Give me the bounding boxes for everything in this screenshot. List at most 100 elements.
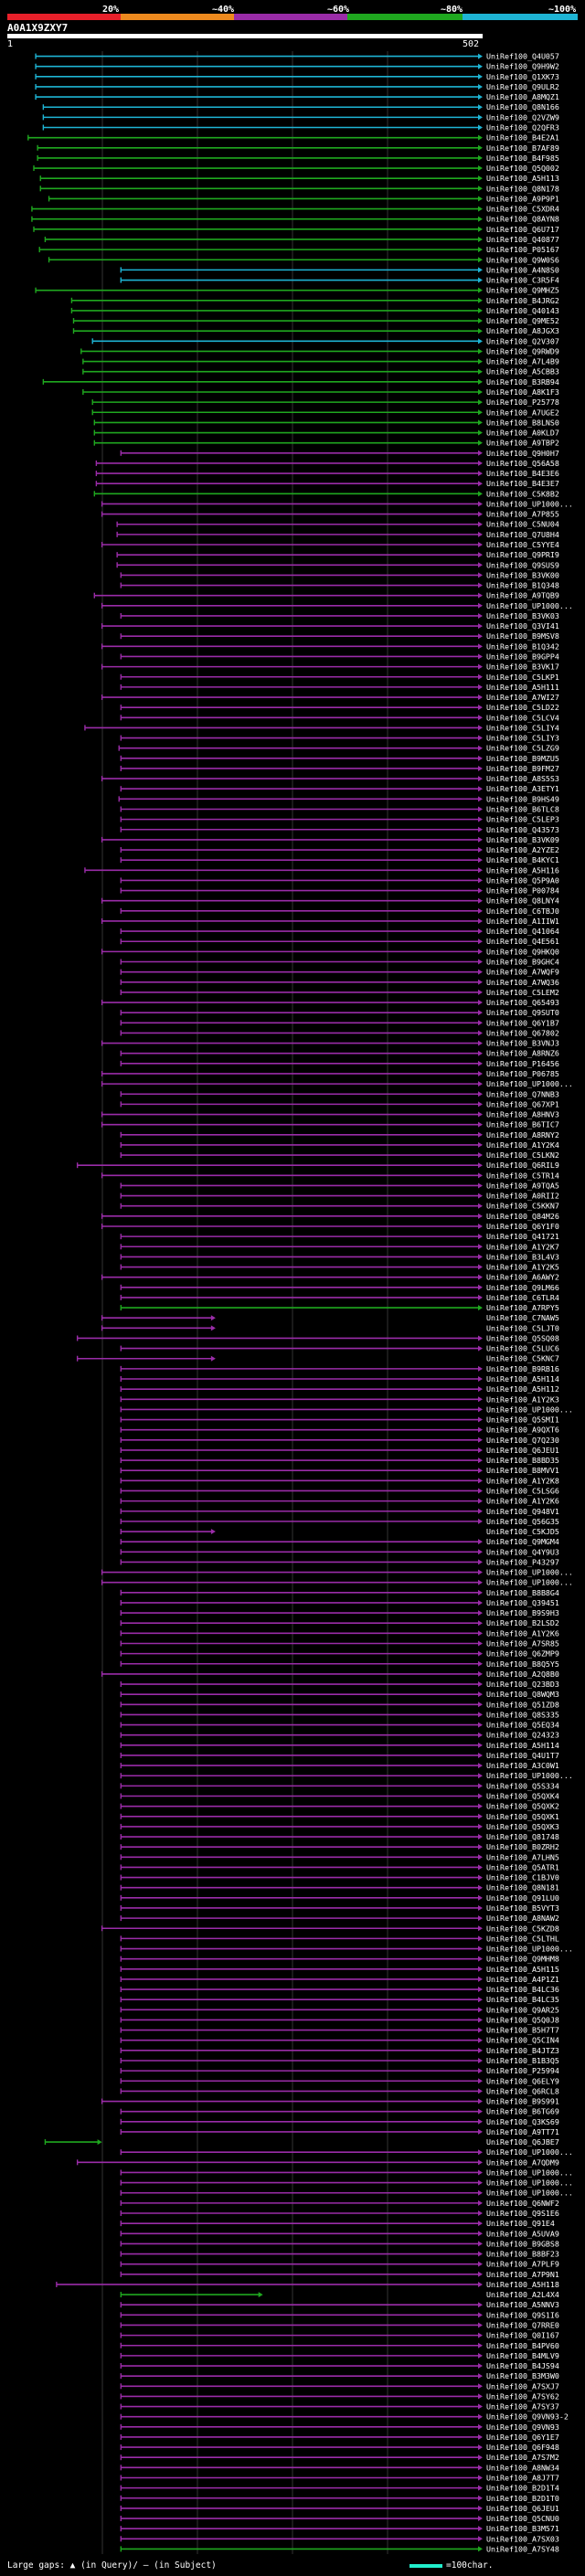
- hit-label[interactable]: UniRef100_C5LCV4: [486, 713, 559, 722]
- hit-label[interactable]: UniRef100_A5H116: [486, 865, 559, 875]
- hit-label[interactable]: UniRef100_Q5CIN4: [486, 2036, 559, 2045]
- hit-label[interactable]: UniRef100_A5H114: [486, 1741, 559, 1750]
- hit-label[interactable]: UniRef100_Q5QXK3: [486, 1822, 559, 1831]
- hit-label[interactable]: UniRef100_A5H118: [486, 2280, 559, 2289]
- hit-label[interactable]: UniRef100_B8Q5Y5: [486, 1659, 559, 1669]
- hit-label[interactable]: UniRef100_Q5P9A0: [486, 875, 559, 885]
- hit-label[interactable]: UniRef100_UP1000...: [486, 1771, 573, 1780]
- hit-label[interactable]: UniRef100_Q6JEU1: [486, 1446, 559, 1455]
- hit-label[interactable]: UniRef100_A7LHN5: [486, 1852, 559, 1861]
- hit-label[interactable]: UniRef100_Q9HKQ0: [486, 947, 559, 956]
- hit-label[interactable]: UniRef100_B3M3W0: [486, 2371, 559, 2380]
- hit-label[interactable]: UniRef100_Q3KS69: [486, 2117, 559, 2126]
- hit-label[interactable]: UniRef100_C5LIY4: [486, 723, 559, 732]
- hit-label[interactable]: UniRef100_A1Y2K5: [486, 1263, 559, 1272]
- hit-label[interactable]: UniRef100_B4JTZ3: [486, 2046, 559, 2055]
- hit-label[interactable]: UniRef100_Q6Y1E7: [486, 2433, 559, 2442]
- hit-label[interactable]: UniRef100_B4E3E7: [486, 479, 559, 488]
- hit-label[interactable]: UniRef100_P43297: [486, 1557, 559, 1566]
- hit-label[interactable]: UniRef100_B9RB16: [486, 1364, 559, 1373]
- hit-label[interactable]: UniRef100_C5K8B2: [486, 489, 559, 498]
- hit-label[interactable]: UniRef100_P25778: [486, 398, 559, 407]
- hit-label[interactable]: UniRef100_B4LC35: [486, 1995, 559, 2004]
- hit-label[interactable]: UniRef100_Q7NNB3: [486, 1089, 559, 1098]
- hit-label[interactable]: UniRef100_Q9AR25: [486, 2005, 559, 2014]
- hit-label[interactable]: UniRef100_Q5Q002: [486, 164, 559, 173]
- hit-label[interactable]: UniRef100_B4E2A1: [486, 133, 559, 143]
- hit-label[interactable]: UniRef100_Q8WQM3: [486, 1690, 559, 1699]
- hit-label[interactable]: UniRef100_Q4U1T7: [486, 1751, 559, 1760]
- hit-label[interactable]: UniRef100_A8K1F3: [486, 387, 559, 397]
- hit-label[interactable]: UniRef100_A7PLF9: [486, 2260, 559, 2269]
- hit-label[interactable]: UniRef100_A7SXJ7: [486, 2381, 559, 2390]
- hit-label[interactable]: UniRef100_C5KZD8: [486, 1924, 559, 1933]
- hit-label[interactable]: UniRef100_Q8AYN8: [486, 215, 559, 224]
- hit-label[interactable]: UniRef100_C5KNC7: [486, 1354, 559, 1363]
- hit-label[interactable]: UniRef100_C6TLR4: [486, 1293, 559, 1302]
- hit-label[interactable]: UniRef100_C6TBJ0: [486, 906, 559, 916]
- hit-label[interactable]: UniRef100_Q948V1: [486, 1507, 559, 1516]
- hit-label[interactable]: UniRef100_P16456: [486, 1059, 559, 1068]
- hit-label[interactable]: UniRef100_Q9SUS9: [486, 560, 559, 569]
- hit-label[interactable]: UniRef100_B4F985: [486, 154, 559, 163]
- hit-label[interactable]: UniRef100_B8LNS0: [486, 418, 559, 427]
- hit-label[interactable]: UniRef100_B9GPP4: [486, 652, 559, 661]
- hit-label[interactable]: UniRef100_B3RB94: [486, 377, 559, 387]
- hit-label[interactable]: UniRef100_A7SX03: [486, 2534, 559, 2543]
- hit-label[interactable]: UniRef100_Q65493: [486, 998, 559, 1007]
- hit-label[interactable]: UniRef100_Q3VI41: [486, 621, 559, 631]
- hit-label[interactable]: UniRef100_A1Y2K6: [486, 1628, 559, 1638]
- hit-label[interactable]: UniRef100_A7SR85: [486, 1638, 559, 1648]
- hit-label[interactable]: UniRef100_A7RPY5: [486, 1303, 559, 1312]
- hit-label[interactable]: UniRef100_Q9PRI9: [486, 550, 559, 559]
- hit-label[interactable]: UniRef100_B9S9H3: [486, 1608, 559, 1617]
- hit-label[interactable]: UniRef100_C3R5F4: [486, 276, 559, 285]
- hit-label[interactable]: UniRef100_A7P9N1: [486, 2270, 559, 2279]
- hit-label[interactable]: UniRef100_Q6ZMP9: [486, 1649, 559, 1659]
- hit-label[interactable]: UniRef100_B4KYC1: [486, 855, 559, 864]
- hit-label[interactable]: UniRef100_UP1000...: [486, 2178, 573, 2188]
- hit-label[interactable]: UniRef100_A2Q8B0: [486, 1670, 559, 1679]
- hit-label[interactable]: UniRef100_Q9LM66: [486, 1283, 559, 1292]
- hit-label[interactable]: UniRef100_C5LEP3: [486, 815, 559, 824]
- hit-label[interactable]: UniRef100_A7UGE2: [486, 408, 559, 417]
- hit-label[interactable]: UniRef100_Q9MGM4: [486, 1537, 559, 1546]
- hit-label[interactable]: UniRef100_Q6Y1F0: [486, 1222, 559, 1231]
- hit-label[interactable]: UniRef100_B9GBS8: [486, 2239, 559, 2248]
- hit-label[interactable]: UniRef100_Q9ME52: [486, 316, 559, 325]
- hit-label[interactable]: UniRef100_C5LZG9: [486, 744, 559, 753]
- hit-label[interactable]: UniRef100_A5H111: [486, 683, 559, 692]
- hit-label[interactable]: UniRef100_Q41721: [486, 1232, 559, 1241]
- hit-label[interactable]: UniRef100_P06785: [486, 1069, 559, 1078]
- hit-label[interactable]: UniRef100_B1Q348: [486, 581, 559, 590]
- hit-label[interactable]: UniRef100_C5YYE4: [486, 540, 559, 549]
- hit-label[interactable]: UniRef100_Q6U717: [486, 225, 559, 234]
- hit-label[interactable]: UniRef100_B4JS94: [486, 2361, 559, 2370]
- hit-label[interactable]: UniRef100_Q9SUT0: [486, 1008, 559, 1017]
- hit-label[interactable]: UniRef100_Q5QXK2: [486, 1802, 559, 1811]
- hit-label[interactable]: UniRef100_A7L4B9: [486, 357, 559, 366]
- hit-label[interactable]: UniRef100_P25994: [486, 2066, 559, 2075]
- hit-label[interactable]: UniRef100_Q9RWD9: [486, 346, 559, 355]
- hit-label[interactable]: UniRef100_A7WQ36: [486, 978, 559, 987]
- hit-label[interactable]: UniRef100_Q91E4: [486, 2219, 555, 2228]
- hit-label[interactable]: UniRef100_A8JGX3: [486, 326, 559, 335]
- hit-label[interactable]: UniRef100_C5LSG6: [486, 1486, 559, 1495]
- hit-label[interactable]: UniRef100_A7S7M2: [486, 2453, 559, 2462]
- hit-label[interactable]: UniRef100_B7AF89: [486, 143, 559, 153]
- hit-label[interactable]: UniRef100_Q1XK73: [486, 72, 559, 81]
- hit-label[interactable]: UniRef100_A7SY62: [486, 2391, 559, 2401]
- hit-label[interactable]: UniRef100_Q6JBE7: [486, 2137, 559, 2147]
- hit-label[interactable]: UniRef100_A7QDM9: [486, 2157, 559, 2167]
- hit-label[interactable]: UniRef100_A7SY37: [486, 2402, 559, 2412]
- hit-label[interactable]: UniRef100_UP1000...: [486, 499, 573, 508]
- hit-label[interactable]: UniRef100_A6AWY2: [486, 1273, 559, 1282]
- hit-label[interactable]: UniRef100_A8NW34: [486, 2463, 559, 2472]
- hit-label[interactable]: UniRef100_Q24323: [486, 1731, 559, 1740]
- hit-label[interactable]: UniRef100_UP1000...: [486, 601, 573, 610]
- hit-label[interactable]: UniRef100_A8J7T7: [486, 2473, 559, 2482]
- hit-label[interactable]: UniRef100_A5H113: [486, 174, 559, 183]
- hit-label[interactable]: UniRef100_B0ZRH2: [486, 1842, 559, 1851]
- hit-label[interactable]: UniRef100_A1Y2K3: [486, 1394, 559, 1404]
- hit-label[interactable]: UniRef100_B8BF23: [486, 2250, 559, 2259]
